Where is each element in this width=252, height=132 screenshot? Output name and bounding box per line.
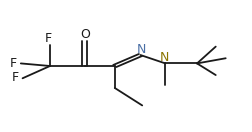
- Text: F: F: [45, 32, 52, 45]
- Text: F: F: [12, 71, 19, 84]
- Text: N: N: [160, 51, 169, 64]
- Text: O: O: [80, 29, 90, 41]
- Text: N: N: [137, 43, 146, 56]
- Text: F: F: [10, 57, 17, 70]
